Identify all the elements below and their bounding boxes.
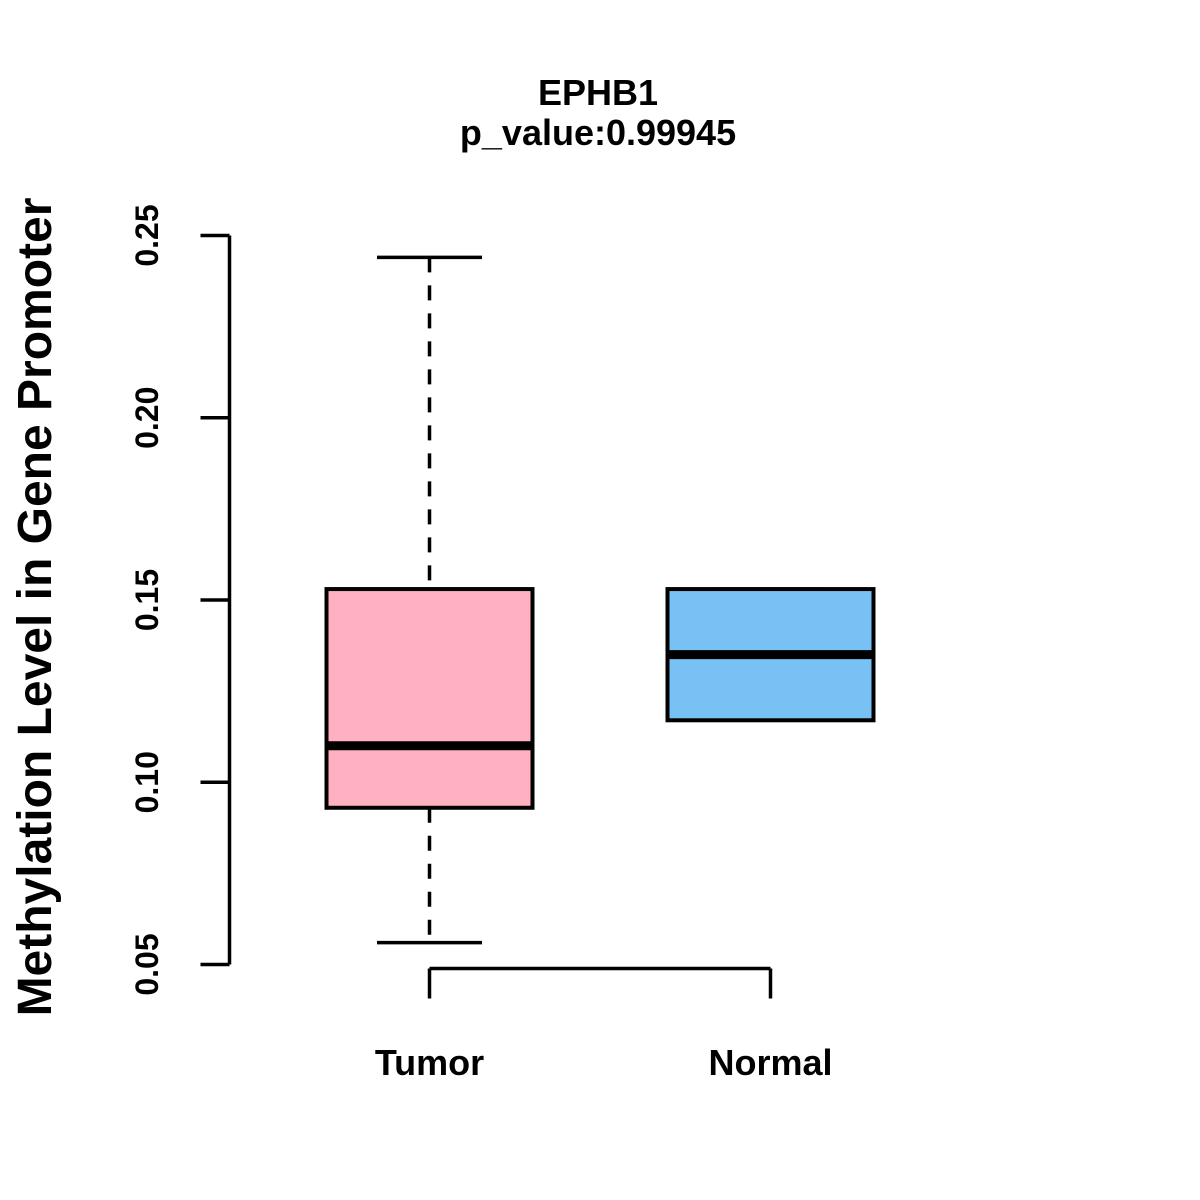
box-tumor bbox=[324, 587, 535, 810]
x-category-label: Normal bbox=[708, 1042, 832, 1083]
chart-title: EPHB1 bbox=[537, 72, 659, 113]
y-tick-label: 0.20 bbox=[129, 387, 165, 449]
x-category-label: Tumor bbox=[375, 1042, 484, 1083]
y-tick-label: 0.10 bbox=[129, 751, 165, 813]
chart-subtitle: p_value:0.99945 bbox=[459, 112, 737, 153]
y-tick-label: 0.05 bbox=[129, 933, 165, 995]
y-tick-label: 0.15 bbox=[129, 569, 165, 631]
y-tick-label: 0.25 bbox=[129, 204, 165, 266]
